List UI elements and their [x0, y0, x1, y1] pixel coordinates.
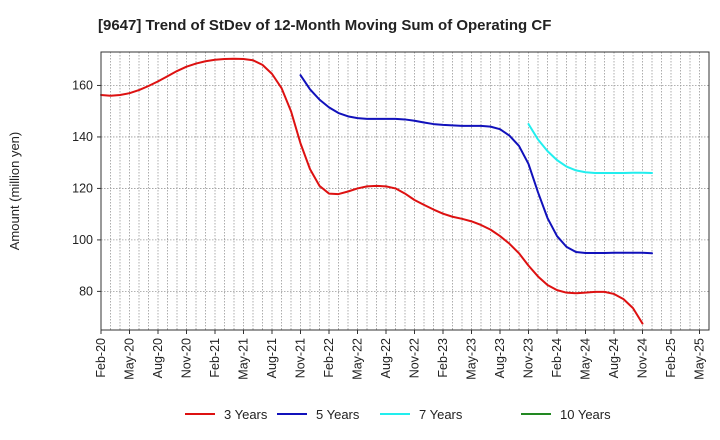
x-tick-label: Aug-21: [265, 338, 279, 378]
x-tick-label: Nov-24: [636, 338, 650, 378]
x-tick-label: Feb-24: [550, 338, 564, 378]
legend-label: 10 Years: [560, 407, 611, 422]
chart-title: [9647] Trend of StDev of 12-Month Moving…: [98, 17, 551, 34]
series-line-3-years: [100, 57, 644, 325]
x-tick-label: May-25: [693, 338, 707, 380]
x-tick-label: Nov-21: [294, 338, 308, 378]
x-tick-label: Feb-20: [94, 338, 108, 378]
grid: [101, 52, 709, 330]
series-line-7-years: [527, 123, 653, 174]
y-tick-label: 140: [72, 130, 93, 144]
x-tick-label: May-24: [579, 338, 593, 380]
y-tick-label: 80: [79, 284, 93, 298]
legend-label: 5 Years: [316, 407, 360, 422]
legend-label: 7 Years: [419, 407, 463, 422]
x-tick-label: Nov-22: [408, 338, 422, 378]
x-tick-label: May-21: [237, 338, 251, 380]
series-line-5-years: [299, 74, 653, 255]
y-axis-label: Amount (million yen): [7, 132, 22, 251]
x-tick-label: Feb-21: [208, 338, 222, 378]
plot-area-border: [100, 51, 710, 331]
legend: 3 Years 5 Years 7 Years 10 Years: [185, 407, 611, 422]
legend-label: 3 Years: [224, 407, 268, 422]
x-tick-label: Aug-22: [379, 338, 393, 378]
x-tick-label: Feb-23: [436, 338, 450, 378]
series-lines: [100, 57, 653, 325]
x-tick-label: May-20: [123, 338, 137, 380]
x-tick-label: Aug-24: [607, 338, 621, 378]
x-tick-labels: Feb-20 May-20 Aug-20 Nov-20 Feb-21 May-21 Aug-…: [94, 330, 707, 380]
x-tick-label: May-23: [465, 338, 479, 380]
y-tick-label: 160: [72, 78, 93, 92]
x-tick-label: Feb-25: [664, 338, 678, 378]
y-tick-label: 100: [72, 233, 93, 247]
y-tick-labels: 80 100 120 140 160: [72, 78, 101, 298]
x-tick-label: Nov-20: [180, 338, 194, 378]
x-tick-label: Feb-22: [322, 338, 336, 378]
x-tick-label: Nov-23: [522, 338, 536, 378]
x-tick-label: Aug-23: [493, 338, 507, 378]
y-tick-label: 120: [72, 181, 93, 195]
x-tick-label: Aug-20: [151, 338, 165, 378]
x-tick-label: May-22: [351, 338, 365, 380]
